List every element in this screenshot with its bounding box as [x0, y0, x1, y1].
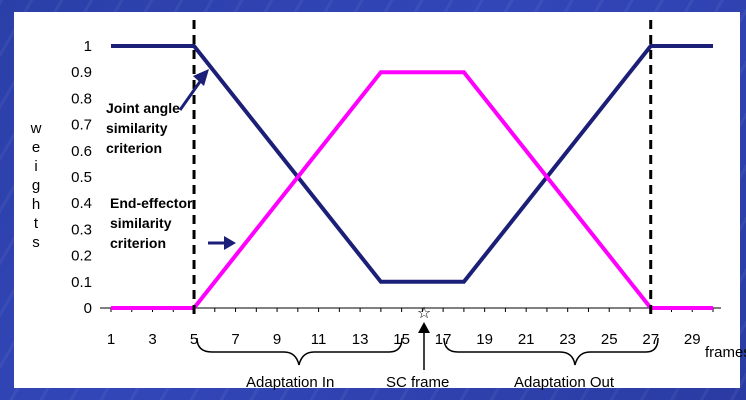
y-tick-label: 1 — [84, 38, 92, 55]
joint-angle-series-line — [111, 44, 713, 284]
y-tick-label: 0.9 — [71, 64, 92, 81]
tick-labels: 00.10.20.30.40.50.60.70.80.911 3 5 7 9 11 13 15… — [71, 38, 700, 348]
y-tick-label: 0.4 — [71, 195, 92, 212]
y-tick-label: 0.2 — [71, 248, 92, 265]
sc-frame-label: SC frame — [386, 374, 449, 391]
x-tick-label: 11 — [311, 331, 327, 348]
end-effector-annotation: End-effector similarity criterion — [110, 195, 193, 251]
adaptation-out-brace — [443, 337, 659, 366]
x-axis-label: frames — [705, 344, 746, 361]
y-tick-label: 0.7 — [71, 117, 92, 134]
y-tick-label: 0.5 — [71, 169, 92, 186]
y-tick-label: 0.8 — [71, 90, 92, 107]
x-tick-label: 27 — [642, 331, 659, 348]
dashed-markers — [192, 20, 653, 316]
y-tick-label: 0.6 — [71, 143, 92, 160]
x-tick-label: 21 — [518, 331, 535, 348]
x-tick-label: 19 — [476, 331, 493, 348]
x-tick-label: 13 — [352, 331, 369, 348]
joint-angle-annotation: Joint angle similarity criterion — [106, 100, 180, 156]
x-tick-label: 29 — [684, 331, 701, 348]
x-tick-label: 1 — [107, 331, 115, 348]
x-tick-label: 17 — [435, 331, 452, 348]
y-tick-label: 0.1 — [71, 274, 92, 291]
adaptation-in-brace — [196, 337, 403, 366]
sc-frame-star: ☆ — [417, 305, 431, 322]
x-tick-label: 25 — [601, 331, 618, 348]
end-effector-arrowhead — [224, 236, 236, 250]
end-effector-series-line — [111, 70, 713, 310]
joint-angle-arrowhead — [193, 69, 209, 86]
adaptation-out-label: Adaptation Out — [514, 374, 615, 391]
sc-frame-arrowhead — [418, 322, 430, 333]
x-tick-label: 9 — [273, 331, 281, 348]
x-tick-label: 23 — [559, 331, 576, 348]
y-tick-label: 0.3 — [71, 221, 92, 238]
y-tick-label: 0 — [84, 300, 92, 317]
adaptation-in-label: Adaptation In — [246, 374, 334, 391]
x-tick-label: 5 — [190, 331, 198, 348]
x-tick-label: 7 — [231, 331, 239, 348]
x-tick-label: 3 — [148, 331, 156, 348]
series-lines — [111, 44, 713, 310]
